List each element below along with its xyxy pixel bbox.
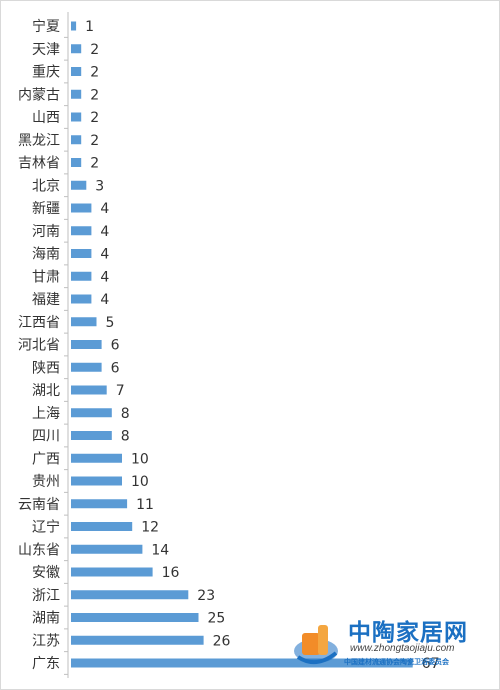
bar bbox=[71, 499, 128, 509]
category-label: 辽宁 bbox=[32, 519, 60, 536]
value-label: 14 bbox=[151, 542, 169, 558]
value-label: 23 bbox=[197, 588, 215, 604]
category-label: 江西省 bbox=[18, 315, 60, 331]
value-label: 8 bbox=[121, 406, 130, 422]
watermark: 中陶家居网 www.zhongtaojiaju.com 中国建材流通协会陶瓷卫浴… bbox=[292, 613, 492, 673]
value-label: 10 bbox=[131, 474, 149, 490]
category-label: 浙江 bbox=[32, 588, 60, 604]
bar bbox=[71, 249, 92, 258]
value-label: 4 bbox=[100, 201, 109, 217]
bar bbox=[71, 44, 82, 54]
value-label: 25 bbox=[208, 611, 226, 627]
bar bbox=[71, 317, 97, 327]
bar bbox=[71, 158, 82, 167]
value-label: 8 bbox=[121, 429, 130, 445]
value-label: 4 bbox=[100, 269, 109, 285]
value-label: 4 bbox=[100, 292, 109, 308]
category-label: 海南 bbox=[32, 247, 60, 263]
category-label: 湖北 bbox=[32, 383, 60, 399]
value-label: 16 bbox=[162, 565, 180, 581]
bar bbox=[71, 476, 122, 486]
bar bbox=[71, 362, 102, 372]
category-label: 四川 bbox=[32, 429, 60, 445]
category-label: 甘肃 bbox=[32, 269, 60, 285]
category-label: 云南省 bbox=[18, 497, 60, 513]
value-label: 6 bbox=[111, 360, 120, 376]
category-label: 上海 bbox=[32, 406, 60, 422]
category-label: 黑龙江 bbox=[18, 133, 60, 149]
ztj-logo-icon bbox=[294, 625, 338, 665]
watermark-title: 中陶家居网 bbox=[348, 620, 468, 646]
value-label: 1 bbox=[85, 19, 94, 35]
category-label: 山西 bbox=[32, 110, 60, 126]
bar bbox=[71, 590, 189, 600]
bar bbox=[71, 271, 92, 281]
value-label: 4 bbox=[100, 224, 109, 240]
value-label: 2 bbox=[90, 65, 99, 81]
bar bbox=[71, 180, 87, 190]
watermark-url: www.zhongtaojiaju.com bbox=[350, 643, 455, 654]
value-label: 2 bbox=[90, 87, 99, 103]
category-label: 新疆 bbox=[32, 201, 60, 217]
value-label: 2 bbox=[90, 110, 99, 126]
category-label: 陕西 bbox=[32, 360, 60, 376]
bar bbox=[71, 658, 413, 668]
category-label: 贵州 bbox=[32, 474, 60, 490]
category-label: 广西 bbox=[32, 451, 60, 467]
bar bbox=[71, 431, 112, 440]
category-label: 安徽 bbox=[32, 565, 60, 581]
value-label: 2 bbox=[90, 42, 99, 58]
category-label: 天津 bbox=[32, 42, 60, 58]
value-label: 12 bbox=[141, 520, 159, 536]
category-label: 福建 bbox=[32, 292, 60, 308]
watermark-org: 中国建材流通协会陶瓷卫浴委员会 bbox=[344, 658, 449, 666]
value-label: 2 bbox=[90, 156, 99, 172]
bar bbox=[71, 544, 143, 554]
value-label: 6 bbox=[111, 338, 120, 354]
category-label: 重庆 bbox=[32, 65, 60, 81]
bar bbox=[71, 385, 107, 395]
bar bbox=[71, 567, 153, 577]
value-label: 4 bbox=[100, 247, 109, 263]
category-label: 河北省 bbox=[18, 338, 60, 354]
value-label: 2 bbox=[90, 133, 99, 149]
category-label: 内蒙古 bbox=[18, 87, 60, 103]
value-label: 67 bbox=[422, 656, 440, 672]
bar bbox=[71, 226, 92, 236]
category-label: 广东 bbox=[32, 656, 60, 672]
value-label: 3 bbox=[95, 178, 104, 194]
bar bbox=[71, 203, 92, 213]
bar bbox=[71, 635, 204, 645]
value-label: 11 bbox=[136, 497, 154, 513]
value-label: 10 bbox=[131, 451, 149, 467]
category-label: 湖南 bbox=[32, 611, 60, 627]
bar bbox=[71, 21, 77, 31]
bar bbox=[71, 613, 199, 622]
category-label: 宁夏 bbox=[32, 18, 60, 35]
value-label: 7 bbox=[116, 383, 125, 399]
category-label: 江苏 bbox=[32, 633, 60, 649]
bar bbox=[71, 112, 82, 122]
bar bbox=[71, 89, 82, 99]
bar bbox=[71, 522, 133, 531]
bar bbox=[71, 453, 122, 463]
category-label: 河南 bbox=[32, 224, 60, 240]
value-label: 5 bbox=[106, 315, 115, 331]
category-label: 吉林省 bbox=[18, 156, 60, 172]
bar bbox=[71, 135, 82, 145]
value-label: 26 bbox=[213, 633, 231, 649]
category-label: 山东省 bbox=[18, 542, 60, 558]
category-label: 北京 bbox=[32, 178, 60, 194]
bar bbox=[71, 340, 102, 349]
bar bbox=[71, 408, 112, 418]
bar bbox=[71, 67, 82, 76]
bar bbox=[71, 294, 92, 304]
